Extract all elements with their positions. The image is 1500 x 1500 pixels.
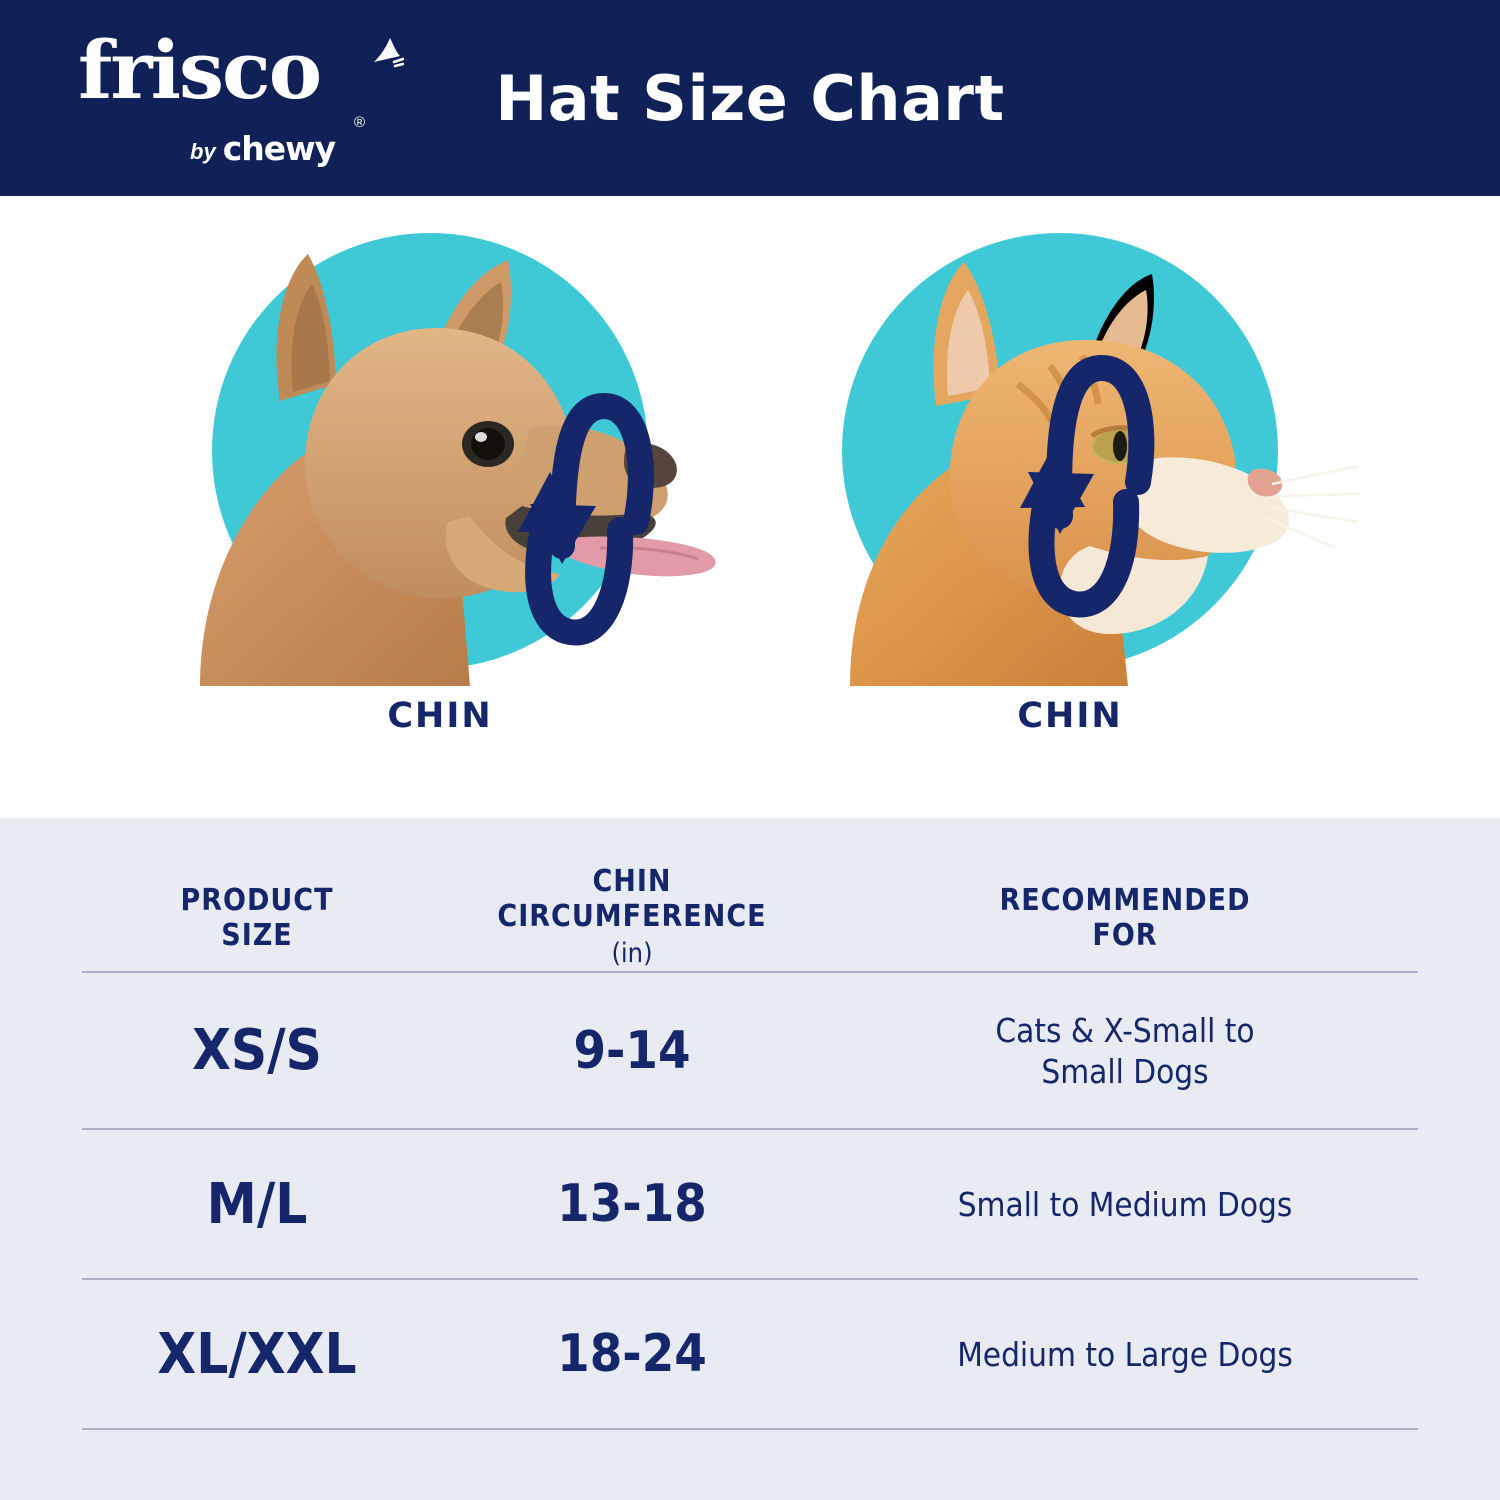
cell-recommended-for: Medium to Large Dogs <box>832 1278 1418 1429</box>
header-recommended-for: RECOMMENDED FOR <box>832 864 1418 972</box>
table-row: XL/XXL 18-24 Medium to Large Dogs <box>82 1278 1418 1429</box>
table-bottom-divider <box>82 1428 1418 1431</box>
header-product-size: PRODUCT SIZE <box>82 864 432 972</box>
cell-recommended-line1: Cats & X-Small to <box>995 1010 1255 1050</box>
cell-product-size: XS/S <box>82 971 432 1129</box>
cat-measurement-card: CHIN <box>760 196 1380 818</box>
logo-by-text: by <box>190 139 216 164</box>
cell-product-size: M/L <box>82 1128 432 1279</box>
size-table: PRODUCT SIZE CHIN CIRCUMFERENCE (in) REC… <box>82 864 1418 1431</box>
header-chin-line2: CIRCUMFERENCE <box>497 899 767 934</box>
cell-chin-circumference: 9-14 <box>432 971 832 1129</box>
logo-byline: by chewy <box>190 129 336 168</box>
dog-bottom-measure-arrow <box>518 472 634 646</box>
size-table-section: PRODUCT SIZE CHIN CIRCUMFERENCE (in) REC… <box>0 818 1500 1500</box>
dog-measurement-card: CHIN <box>130 196 750 818</box>
cat-illustration <box>842 233 1361 686</box>
cell-recommended-line2: Small Dogs <box>1041 1051 1209 1091</box>
cell-chin-circumference: 13-18 <box>432 1128 832 1279</box>
table-row: M/L 13-18 Small to Medium Dogs <box>82 1128 1418 1279</box>
table-row: XS/S 9-14 Cats & X-Small to Small Dogs <box>82 971 1418 1129</box>
cat-bottom-measure-arrow <box>1020 448 1140 618</box>
header-product-size-line1: PRODUCT <box>180 882 334 918</box>
cell-recommended-for: Small to Medium Dogs <box>832 1128 1418 1279</box>
cell-recommended-for: Cats & X-Small to Small Dogs <box>832 971 1418 1129</box>
header-product-size-line2: SIZE <box>221 917 293 953</box>
logo-swoosh-icon <box>374 38 404 68</box>
logo-wordmark: frisco <box>78 23 322 117</box>
measurement-illustrations: CHIN <box>0 196 1500 818</box>
header-chin-circumference: CHIN CIRCUMFERENCE (in) <box>432 864 832 972</box>
dog-chin-label: CHIN <box>387 696 493 736</box>
cat-chin-label: CHIN <box>1017 696 1123 736</box>
logo-chewy-text: chewy <box>222 129 336 168</box>
cell-chin-circumference: 18-24 <box>432 1278 832 1429</box>
registered-trademark-icon: ® <box>354 114 366 131</box>
page-header: frisco ® by chewy Hat Size Chart <box>0 0 1500 196</box>
header-chin-line1: CHIN <box>592 864 672 899</box>
header-recommended-line1: RECOMMENDED <box>999 882 1251 918</box>
cell-product-size: XL/XXL <box>82 1278 432 1429</box>
header-chin-unit: (in) <box>611 938 653 969</box>
table-header-row: PRODUCT SIZE CHIN CIRCUMFERENCE (in) REC… <box>82 864 1418 972</box>
frisco-logo: frisco ® by chewy <box>78 23 404 170</box>
dog-illustration <box>200 233 716 686</box>
header-recommended-line2: FOR <box>1092 917 1158 953</box>
